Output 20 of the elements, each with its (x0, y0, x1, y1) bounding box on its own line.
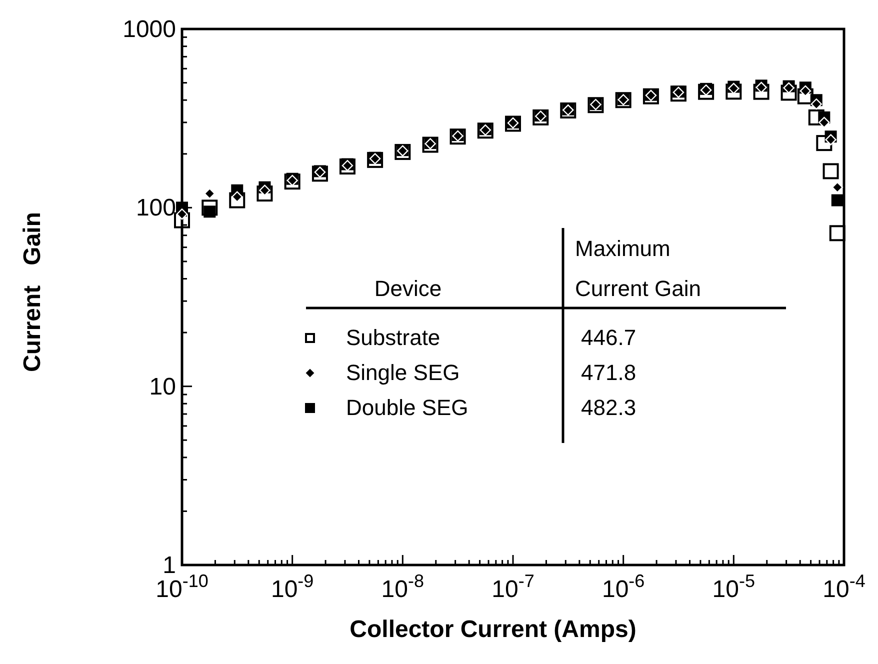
y-axis-title: Current Gain (19, 212, 46, 372)
x-tick-label: 10$^{-9}$ (270, 571, 314, 603)
legend-label: Substrate (346, 325, 440, 350)
x-tick-label: 10$^{-5}$ (712, 571, 756, 603)
annotation: 446.7 (581, 325, 636, 350)
annotation: Maximum Current Gain (575, 236, 701, 301)
x-tick-label: 10$^{-7}$ (492, 571, 534, 603)
legend-label: Single SEG (346, 360, 460, 385)
annotation: 471.8 (581, 360, 636, 385)
legend-title: Device (374, 276, 442, 301)
legend-label: Double SEG (346, 395, 468, 420)
x-tick-label: 10$^{-8}$ (381, 571, 424, 603)
y-tick-label: 1000 (122, 16, 176, 43)
y-tick-label: 1 (162, 552, 176, 579)
y-tick-label: 10 (149, 373, 176, 400)
x-tick-label: 10$^{-6}$ (602, 571, 645, 603)
x-tick-label: 10$^{-4}$ (822, 571, 866, 603)
y-tick-label: 100 (136, 194, 176, 222)
annotation: 482.3 (581, 395, 636, 420)
x-axis-title: Collector Current (Amps) (350, 616, 636, 643)
